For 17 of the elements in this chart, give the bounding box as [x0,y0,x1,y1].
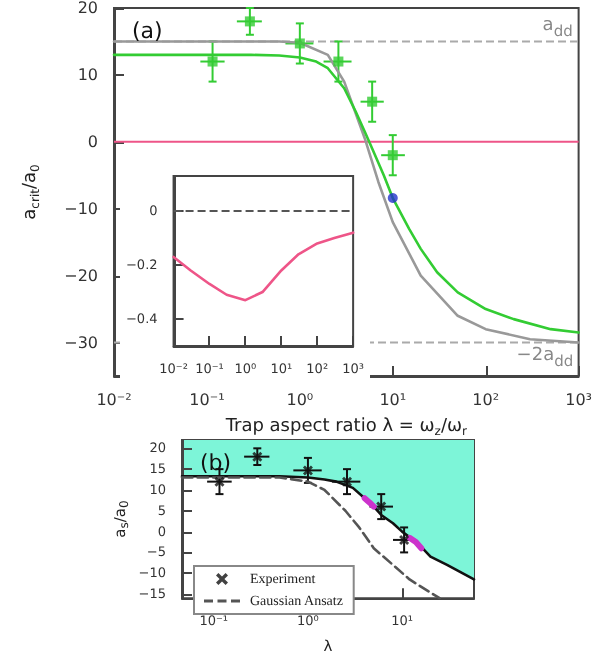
x-tick-label: 10³ [565,391,592,409]
text: (a) [132,18,163,44]
ref-line-label: −2a$_{dd}$ [516,346,574,371]
x-tick-label: 10¹ [379,391,407,409]
x-tick-label: 10⁰ [286,391,314,409]
ref-line-label: a$_{dd}$ [542,15,573,40]
line-series [172,231,355,302]
y-tick-label: −30 [64,333,98,352]
y-tick-label: −10 [64,199,98,218]
x-tick-label: 10⁻¹ [189,391,225,409]
y-tick-label: 0 [87,132,98,151]
x-tick-label: 10⁻² [96,391,132,409]
y-tick-label: 10 [77,65,98,84]
y-tick-label: 20 [77,0,98,17]
x-tick-label: 10² [472,391,500,409]
text: (b) [200,450,232,476]
y-tick-label: −20 [64,266,98,285]
